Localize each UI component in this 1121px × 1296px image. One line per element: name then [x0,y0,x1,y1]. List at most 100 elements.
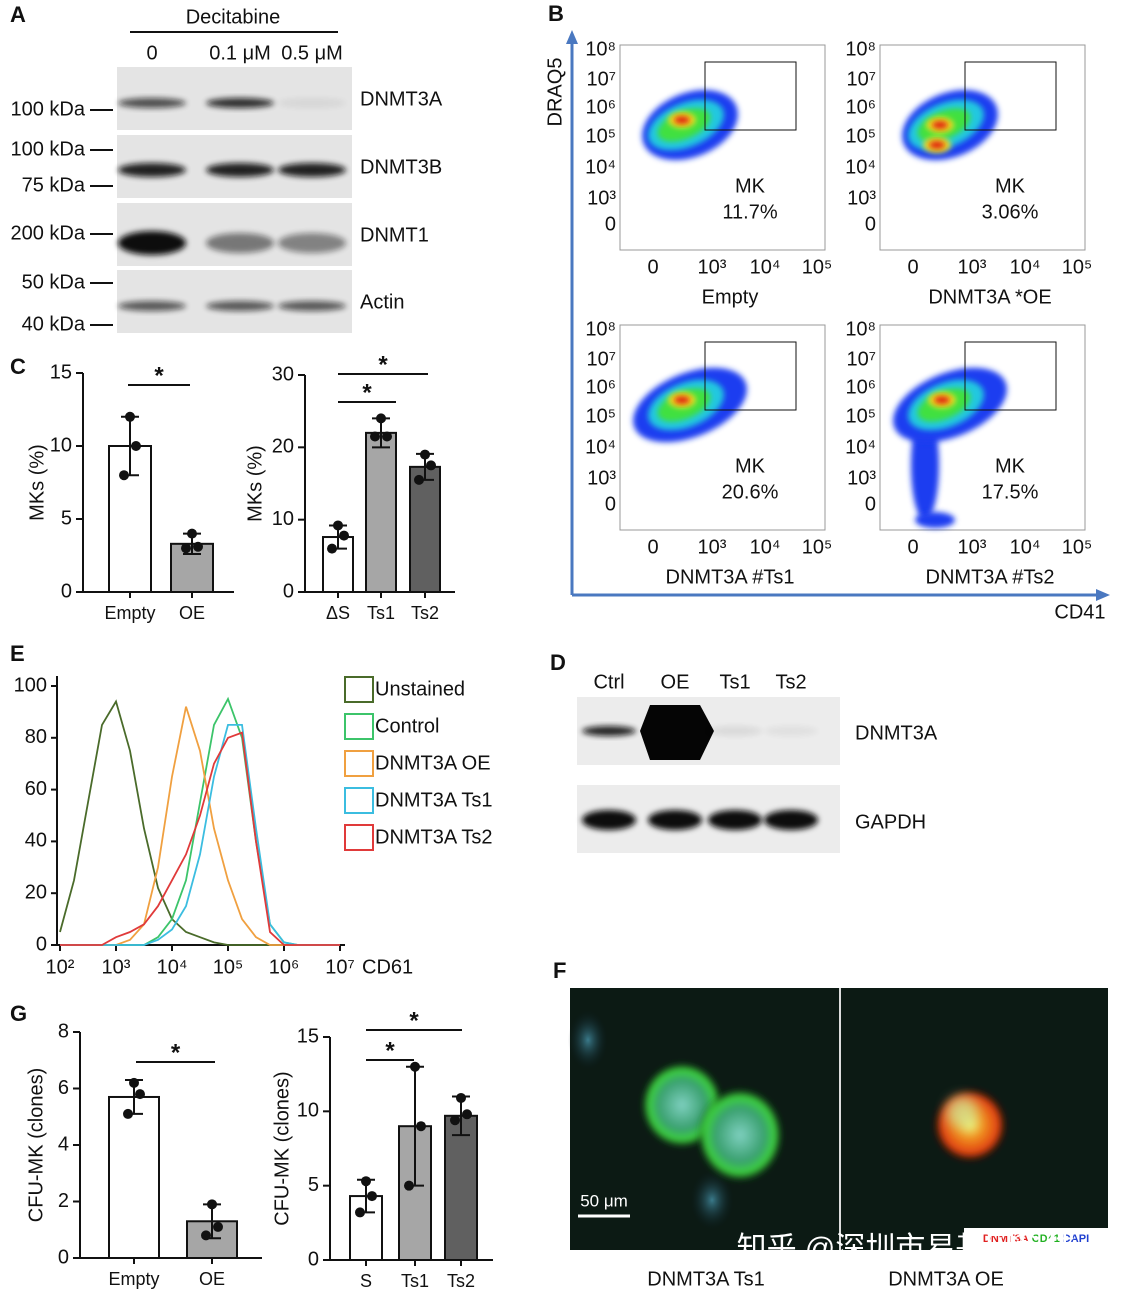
x-tick-label: 10³ [958,256,987,278]
data-point [355,1207,365,1218]
data-point [131,441,141,451]
watermark: 知乎 @深圳市易基因科技 [737,1232,1076,1265]
series-line [59,699,340,946]
nucleus-bg [568,1010,608,1070]
y-tick-label: 10 [297,1100,319,1122]
y-tick-label: 10⁴ [845,156,876,178]
data-point [410,1061,420,1072]
blot-name: DNMT3A [855,722,938,744]
y-tick-label: 15 [297,1025,319,1047]
band [764,726,818,736]
x-tick-label: 10⁷ [325,956,354,978]
y-tick-label: 30 [272,363,294,385]
blot-name: Actin [360,291,404,313]
y-tick-label: 10⁸ [585,318,616,340]
y-tick-label: 10⁶ [586,376,616,398]
x-tick-label: ΔS [326,603,350,623]
y-tick-label: 10⁵ [845,405,876,427]
density-peak [934,396,950,404]
arrow-head [566,30,578,44]
bar [365,431,397,593]
y-tick-label: 5 [61,507,72,529]
lane-label: Ts1 [719,671,750,693]
series-line [60,706,340,946]
bar [108,1095,160,1259]
x-tick-label: Empty [104,603,155,623]
x-tick-label: Ts1 [401,1271,429,1291]
data-point [376,413,386,424]
legend-swatch [344,787,374,814]
plot-label: DNMT3A #Ts2 [926,566,1055,588]
band [118,301,186,311]
y-tick-label: 10 [50,434,72,456]
y-tick-label: 10⁶ [846,376,876,398]
plot-frame [879,324,1086,531]
y-tick-label: 10⁵ [585,125,616,147]
y-tick-label: 10⁸ [585,38,616,60]
y-axis-label: CFU-MK (clones) [271,1071,293,1225]
data-point [361,1176,371,1187]
density [902,89,998,161]
x-tick-label: Ts2 [411,603,439,623]
panel-label: F [553,958,566,983]
legend-swatch [344,713,374,740]
panel-label: D [550,650,566,675]
y-tick-label: 10³ [587,467,616,489]
y-tick-label: 0 [58,1246,69,1268]
x-tick-label: 10⁵ [213,956,244,978]
stain-legend: DNMT3A CD41 DAPI [983,1233,1089,1245]
y-tick-label: 10⁵ [845,125,876,147]
x-tick-label: 0 [647,536,658,558]
x-tick-label: 10³ [698,256,727,278]
panel-label: B [548,1,564,26]
bar [409,465,441,594]
x-tick-label: 10⁵ [802,536,833,558]
lane-label: OE [661,671,690,693]
significance-label: * [409,1007,419,1034]
panel-label: C [10,354,26,379]
x-tick-label: 0 [907,536,918,558]
y-tick-label: 40 [25,830,47,852]
lane-label: 0.1 μM [209,42,271,64]
band [206,98,274,108]
y-tick-label: 10⁵ [585,405,616,427]
band [640,705,714,760]
lane-label: Ts2 [775,671,806,693]
y-tick-label: 0 [61,580,72,602]
cell-nucleus [946,1096,978,1128]
gate [964,341,1057,411]
significance-label: * [378,351,388,378]
data-point [420,449,430,460]
lane-label: 0.5 μM [281,42,343,64]
cell [696,1087,784,1183]
lane-label: 0 [146,42,157,64]
data-point [370,431,380,442]
lane-label: Ctrl [593,671,624,693]
y-tick-label: 60 [25,778,47,800]
x-tick-label: 10⁴ [1010,536,1041,558]
gate-label: MK [735,175,766,197]
data-point [193,541,203,552]
data-point [382,431,392,442]
density-peak [674,396,690,404]
marker-label: 75 kDa [22,174,86,196]
x-tick-label: 10³ [102,956,131,978]
y-axis-label: DRAQ5 [544,58,566,127]
band [582,726,636,736]
x-tick-label: Empty [108,1269,159,1289]
x-tick-label: 10⁵ [1062,256,1093,278]
y-tick-label: 4 [58,1133,69,1155]
legend-label: Control [375,715,439,737]
x-tick-label: 10⁴ [157,956,188,978]
x-tick-label: 0 [907,256,918,278]
gate-percent: 11.7% [722,201,777,223]
series-line [60,731,340,946]
band [118,231,186,255]
y-tick-label: 6 [58,1077,69,1099]
band [582,810,636,830]
legend-label: Unstained [375,678,465,700]
band [278,163,346,177]
significance-label: * [171,1039,181,1066]
series-line [60,696,340,946]
image-label: DNMT3A OE [888,1268,1004,1290]
